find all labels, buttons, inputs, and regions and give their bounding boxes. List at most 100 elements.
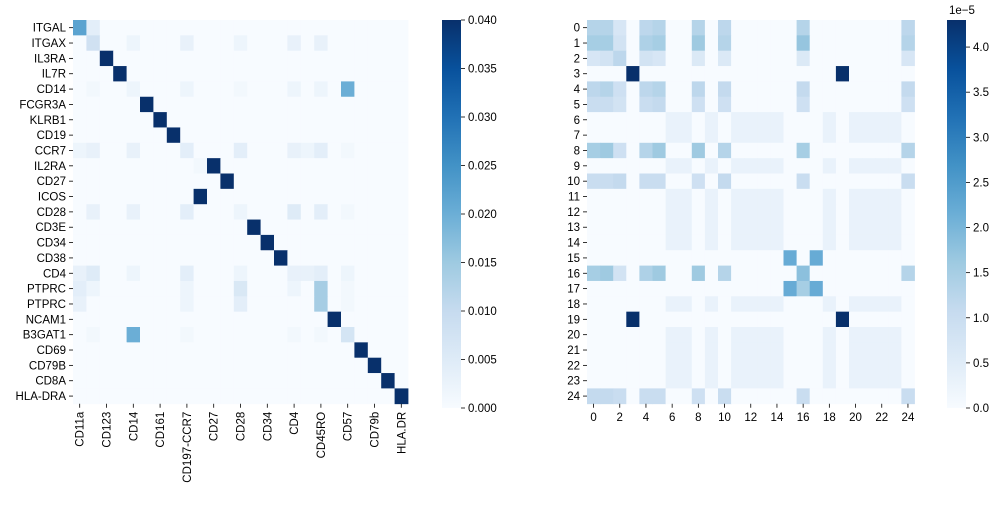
heatmap-cell: [193, 173, 208, 190]
heatmap-cell: [731, 342, 745, 359]
heatmap-cell: [140, 158, 154, 174]
heatmap-cell: [796, 311, 811, 328]
heatmap-cell: [587, 373, 601, 389]
heatmap-cell: [796, 250, 811, 266]
heatmap-cell: [394, 96, 409, 113]
heatmap-cell: [327, 280, 342, 297]
heatmap-cell: [247, 234, 261, 251]
heatmap-cell: [260, 188, 275, 205]
heatmap-cell: [613, 250, 627, 266]
colorbar: 0.0 0.5 1.0 1.5 2.0 2.5 3.0 3.5 4.0 1e−5: [947, 5, 989, 415]
heatmap-cell: [99, 327, 114, 343]
heatmap-cell: [888, 20, 902, 36]
heatmap-cell: [166, 66, 181, 82]
heatmap-cell: [665, 127, 680, 144]
heatmap-cell: [665, 296, 680, 313]
heatmap-cell: [126, 280, 141, 297]
heatmap-cell: [381, 250, 395, 266]
heatmap-cell: [639, 357, 653, 374]
heatmap-cell: [153, 296, 168, 313]
heatmap-cell: [300, 296, 315, 313]
heatmap-cell: [587, 311, 601, 328]
heatmap-cell: [166, 373, 181, 389]
heatmap-cell: [731, 373, 745, 389]
heatmap-cell: [835, 50, 850, 67]
heatmap-cell: [220, 142, 235, 159]
heatmap-cell: [207, 112, 221, 128]
heatmap-cell: [704, 219, 719, 236]
heatmap-cell: [835, 204, 850, 220]
heatmap-cell: [260, 96, 275, 113]
heatmap-cell: [835, 219, 850, 236]
heatmap-cell: [770, 280, 784, 297]
heatmap-cell: [367, 173, 382, 190]
heatmap-cell: [849, 357, 863, 374]
heatmap-cell: [587, 265, 601, 282]
heatmap-cell: [704, 81, 719, 98]
heatmap-cell: [260, 265, 275, 282]
heatmap-cell: [770, 173, 784, 190]
heatmap-cell: [166, 127, 181, 144]
heatmap-cell: [274, 250, 288, 266]
heatmap-cell: [300, 280, 315, 297]
heatmap-cell: [888, 265, 902, 282]
heatmap-cell: [140, 127, 154, 144]
heatmap-cell: [652, 388, 666, 405]
heatmap-cell: [639, 127, 653, 144]
heatmap-cell: [381, 388, 395, 405]
heatmap-cell: [822, 20, 837, 36]
heatmap-cell: [86, 81, 101, 98]
heatmap-cell: [809, 112, 824, 128]
heatmap-cell: [86, 342, 101, 359]
heatmap-cell: [193, 142, 208, 159]
heatmap-cell: [367, 265, 382, 282]
colorbar-tick-label: 0.0: [973, 403, 989, 415]
heatmap-cell: [783, 311, 797, 328]
heatmap-cell: [260, 50, 275, 67]
heatmap-cell: [287, 35, 302, 52]
heatmap-cell: [166, 342, 181, 359]
heatmap-cell: [381, 342, 395, 359]
heatmap-cell: [731, 35, 745, 52]
heatmap-cell: [394, 158, 409, 174]
heatmap-cell: [718, 204, 732, 220]
colorbar-tick-label: 0.015: [468, 258, 497, 270]
heatmap-cell: [587, 188, 601, 205]
heatmap-cell: [600, 265, 614, 282]
column-tick-label: 14: [771, 412, 784, 424]
heatmap-cell: [220, 20, 235, 36]
heatmap-cell: [665, 112, 680, 128]
heatmap-cell: [731, 50, 745, 67]
heatmap-cell: [796, 296, 811, 313]
heatmap-cell: [394, 219, 409, 236]
heatmap-cell: [626, 265, 640, 282]
heatmap-cell: [113, 357, 127, 374]
heatmap-cell: [193, 188, 208, 205]
heatmap-cell: [822, 142, 837, 159]
heatmap-cell: [639, 20, 653, 36]
heatmap-cell: [613, 357, 627, 374]
heatmap-cell: [587, 280, 601, 297]
heatmap-cell: [394, 204, 409, 220]
row-tick-label: 1: [574, 38, 580, 50]
heatmap-cell: [835, 173, 850, 190]
heatmap-cell: [274, 219, 288, 236]
heatmap-cell: [875, 280, 889, 297]
heatmap-cell: [639, 388, 653, 405]
heatmap-cell: [613, 81, 627, 98]
heatmap-cell: [394, 373, 409, 389]
heatmap-cell: [247, 173, 261, 190]
heatmap-cell: [86, 311, 101, 328]
heatmap-cell: [835, 142, 850, 159]
heatmap-cell: [193, 388, 208, 405]
heatmap-cell: [287, 280, 302, 297]
heatmap-cell: [287, 112, 302, 128]
heatmap-cell: [600, 173, 614, 190]
heatmap-cell: [327, 234, 342, 251]
heatmap-cell: [274, 127, 288, 144]
heatmap-cell: [888, 296, 902, 313]
heatmap-cell: [665, 234, 680, 251]
heatmap-cell: [86, 50, 101, 67]
heatmap-cell: [652, 311, 666, 328]
heatmap-cell: [639, 204, 653, 220]
